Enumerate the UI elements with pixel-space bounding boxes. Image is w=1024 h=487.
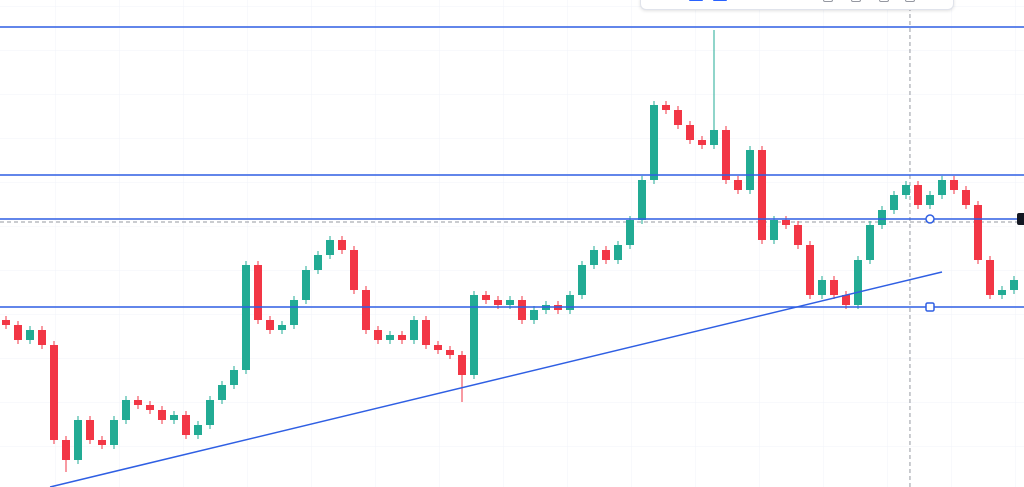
candle-body xyxy=(422,320,430,345)
candle-body xyxy=(134,400,142,405)
line-style-icon[interactable] xyxy=(689,0,703,1)
candle-body xyxy=(794,225,802,245)
candle-body xyxy=(98,440,106,445)
level-handle xyxy=(925,214,935,224)
candle-body xyxy=(386,335,394,340)
candle-body xyxy=(854,260,862,305)
candle-body xyxy=(74,420,82,460)
candle-body xyxy=(734,180,742,190)
candle-body xyxy=(962,190,970,205)
candle-body xyxy=(26,330,34,340)
candle-body xyxy=(38,330,46,345)
candle-body xyxy=(530,310,538,320)
candle-body xyxy=(362,290,370,330)
candle-body xyxy=(158,410,166,420)
trend-line xyxy=(49,271,943,487)
candle-body xyxy=(146,405,154,410)
candle-body xyxy=(938,180,946,195)
candle-body xyxy=(470,295,478,375)
candle-body xyxy=(566,295,574,310)
candle-body xyxy=(674,110,682,125)
candle-body xyxy=(350,250,358,290)
candle-body xyxy=(230,370,238,385)
candle-body xyxy=(722,130,730,180)
candle-body xyxy=(842,295,850,305)
candle-body xyxy=(290,300,298,325)
candle-body xyxy=(62,440,70,460)
candle-body xyxy=(494,300,502,305)
drawing-toolbar[interactable] xyxy=(640,0,954,10)
candle-body xyxy=(590,250,598,265)
candle-body xyxy=(926,195,934,205)
candle-body xyxy=(338,240,346,250)
candle-body xyxy=(626,220,634,245)
candle-body xyxy=(266,320,274,330)
candle-body xyxy=(986,260,994,295)
candle-body xyxy=(206,400,214,425)
candle-body xyxy=(818,280,826,295)
candle-body xyxy=(686,125,694,140)
candle-body xyxy=(122,400,130,420)
candle-body xyxy=(614,245,622,260)
candle-body xyxy=(746,150,754,190)
candle-body xyxy=(218,385,226,400)
candle-body xyxy=(578,265,586,295)
candle-body xyxy=(782,220,790,225)
candle-body xyxy=(326,240,334,255)
candle-body xyxy=(398,335,406,340)
candle-body xyxy=(662,105,670,110)
candle-body xyxy=(482,295,490,300)
lock-icon[interactable] xyxy=(879,0,889,2)
candle-body xyxy=(170,415,178,420)
candle-body xyxy=(650,105,658,180)
candle-body xyxy=(446,350,454,355)
candle-body xyxy=(770,220,778,240)
candle-body xyxy=(710,130,718,145)
candle-body xyxy=(974,205,982,260)
candle-body xyxy=(1010,280,1018,290)
candle-body xyxy=(254,265,262,320)
candle-body xyxy=(602,250,610,260)
candle-body xyxy=(110,420,118,445)
candle-body xyxy=(878,210,886,225)
level-handle xyxy=(925,302,935,312)
candle-body xyxy=(866,225,874,260)
candle-body xyxy=(434,345,442,350)
alert-icon[interactable] xyxy=(851,0,861,2)
candle-body xyxy=(2,320,10,325)
candle-body xyxy=(302,270,310,300)
candle-body xyxy=(638,180,646,220)
candle-body xyxy=(806,245,814,295)
candle-body xyxy=(830,280,838,295)
candle-body xyxy=(518,300,526,320)
candle-body xyxy=(902,185,910,195)
candle-body xyxy=(410,320,418,340)
price-scale-button xyxy=(1017,213,1024,225)
candle-body xyxy=(950,180,958,190)
candle-body xyxy=(698,140,706,145)
candle-body xyxy=(242,265,250,370)
line-width-icon[interactable] xyxy=(713,0,727,1)
delete-icon[interactable] xyxy=(905,0,915,2)
candle-body xyxy=(86,420,94,440)
candle-body xyxy=(182,415,190,435)
candle-body xyxy=(14,325,22,340)
candle-body xyxy=(506,300,514,305)
candle-body xyxy=(374,330,382,340)
candle-body xyxy=(278,325,286,330)
candle-body xyxy=(194,425,202,435)
settings-icon[interactable] xyxy=(823,0,833,2)
candle-body xyxy=(314,255,322,270)
candle-body xyxy=(458,355,466,375)
candle-body xyxy=(998,290,1006,295)
candle-body xyxy=(914,185,922,205)
candle-body xyxy=(758,150,766,240)
candle-body xyxy=(890,195,898,210)
candle-body xyxy=(50,345,58,440)
